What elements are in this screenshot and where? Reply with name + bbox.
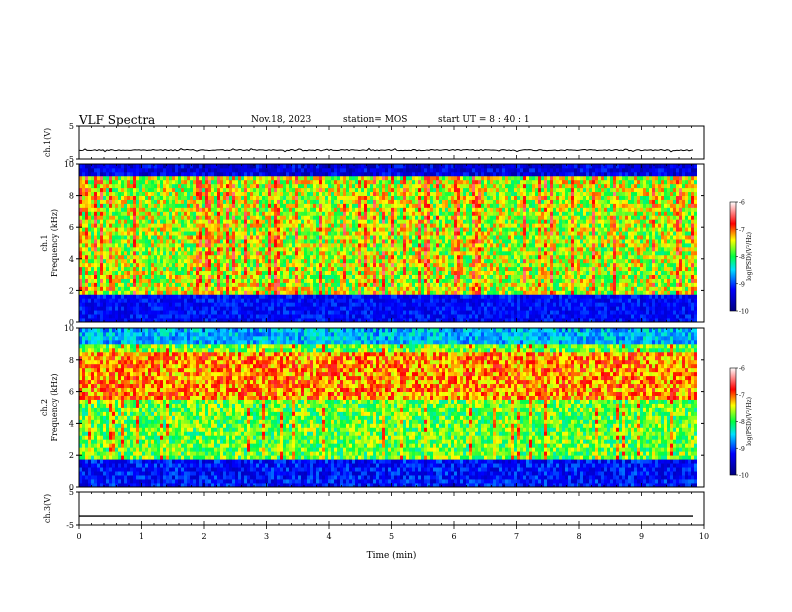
y-tick-label: -5 — [66, 521, 74, 530]
colorbar-tick-label: -9 — [739, 281, 745, 288]
y-tick-label: 8 — [69, 356, 74, 365]
x-tick-label: 8 — [576, 532, 581, 541]
colorbar-tick-label: -8 — [739, 254, 745, 261]
spectrogram-ch1 — [79, 164, 697, 323]
colorbar-tick-label: -6 — [739, 200, 745, 207]
y-axis-label: ch.3(V) — [43, 494, 52, 523]
colorbar-tick-label: -10 — [739, 473, 749, 480]
colorbar-tick-label: -8 — [739, 419, 745, 426]
colorbar-tick-label: -6 — [739, 366, 745, 373]
x-tick-label: 6 — [451, 532, 456, 541]
x-tick-label: 5 — [389, 532, 394, 541]
panel-frame — [78, 491, 705, 526]
chart-title: VLF Spectra — [79, 113, 156, 127]
colorbar-label: log(PSD)(V²/Hz) — [746, 232, 753, 281]
colorbar-label: log(PSD)(V²/Hz) — [746, 397, 753, 446]
x-tick-label: 3 — [264, 532, 269, 541]
y-axis-channel-label: ch.1 — [40, 234, 49, 251]
y-tick-label: 5 — [69, 122, 74, 131]
y-tick-label: 5 — [69, 488, 74, 497]
x-tick-label: 10 — [699, 532, 709, 541]
colorbar-tick-label: -10 — [739, 309, 749, 316]
y-tick-label: 0 — [69, 483, 74, 492]
y-tick-label: 0 — [69, 318, 74, 327]
station-label: station= MOS — [343, 115, 408, 125]
colorbar — [729, 201, 737, 312]
x-tick-label: 7 — [514, 532, 519, 541]
spectrogram-ch2 — [79, 328, 697, 488]
y-tick-label: 8 — [69, 192, 74, 201]
colorbar — [729, 367, 737, 476]
colorbar-tick-label: -9 — [739, 446, 745, 453]
x-tick-label: 2 — [201, 532, 206, 541]
y-axis-channel-label: ch.2 — [40, 399, 49, 416]
panel-frame — [78, 125, 705, 160]
date-label: Nov.18, 2023 — [251, 115, 312, 125]
x-axis-label: Time (min) — [367, 550, 417, 561]
y-tick-label: 4 — [69, 255, 74, 264]
x-tick-label: 0 — [76, 532, 81, 541]
x-tick-label: 1 — [139, 532, 144, 541]
colorbar-tick-label: -7 — [739, 227, 745, 234]
y-tick-label: -5 — [66, 155, 74, 164]
y-tick-label: 10 — [64, 324, 74, 333]
y-tick-label: 4 — [69, 419, 74, 428]
y-tick-label: 6 — [69, 223, 74, 232]
start-time-label: start UT = 8 : 40 : 1 — [438, 115, 530, 125]
voltage-series — [78, 147, 694, 153]
y-tick-label: 10 — [64, 160, 74, 169]
x-tick-label: 9 — [639, 532, 644, 541]
colorbar-tick-label: -7 — [739, 392, 745, 399]
y-tick-label: 2 — [69, 451, 74, 460]
y-tick-label: 2 — [69, 286, 74, 295]
y-tick-label: 6 — [69, 388, 74, 397]
y-axis-label: Frequency (kHz) — [50, 373, 59, 441]
y-axis-label: ch.1(V) — [43, 128, 52, 157]
y-axis-label: Frequency (kHz) — [50, 209, 59, 277]
x-tick-label: 4 — [326, 532, 331, 541]
